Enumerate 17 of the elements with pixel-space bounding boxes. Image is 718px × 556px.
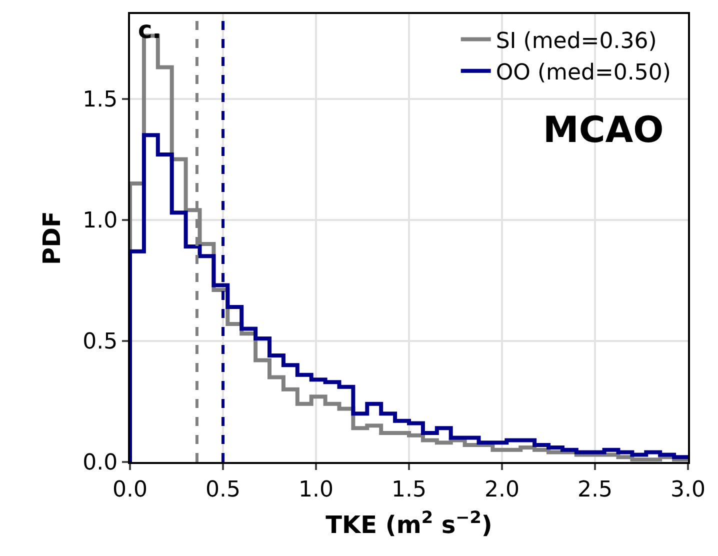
y-axis-title: PDF [38, 211, 66, 265]
y-tick-label: 1.0 [82, 208, 118, 234]
x-axis-title: TKE (m$^{2}$ s$^{−2}$) [326, 507, 492, 540]
x-tick-label: 0.0 [112, 477, 148, 502]
y-tick-label: 1.5 [82, 87, 118, 112]
x-tick-label: 1.0 [298, 477, 334, 502]
annotation: MCAO [543, 110, 664, 151]
x-tick-label: 3.0 [670, 477, 706, 502]
x-tick-label: 2.0 [484, 477, 520, 502]
x-tick-label: 2.5 [578, 477, 612, 502]
y-tick-label: 0.5 [82, 330, 118, 355]
annotation: c. [138, 16, 162, 44]
x-tick-label: 1.5 [392, 477, 426, 502]
legend-label: SI (med=0.36) [496, 28, 657, 54]
y-tick-label: 0.0 [82, 450, 118, 476]
legend-label: OO (med=0.50) [496, 60, 671, 86]
x-tick-label: 0.5 [206, 477, 240, 502]
